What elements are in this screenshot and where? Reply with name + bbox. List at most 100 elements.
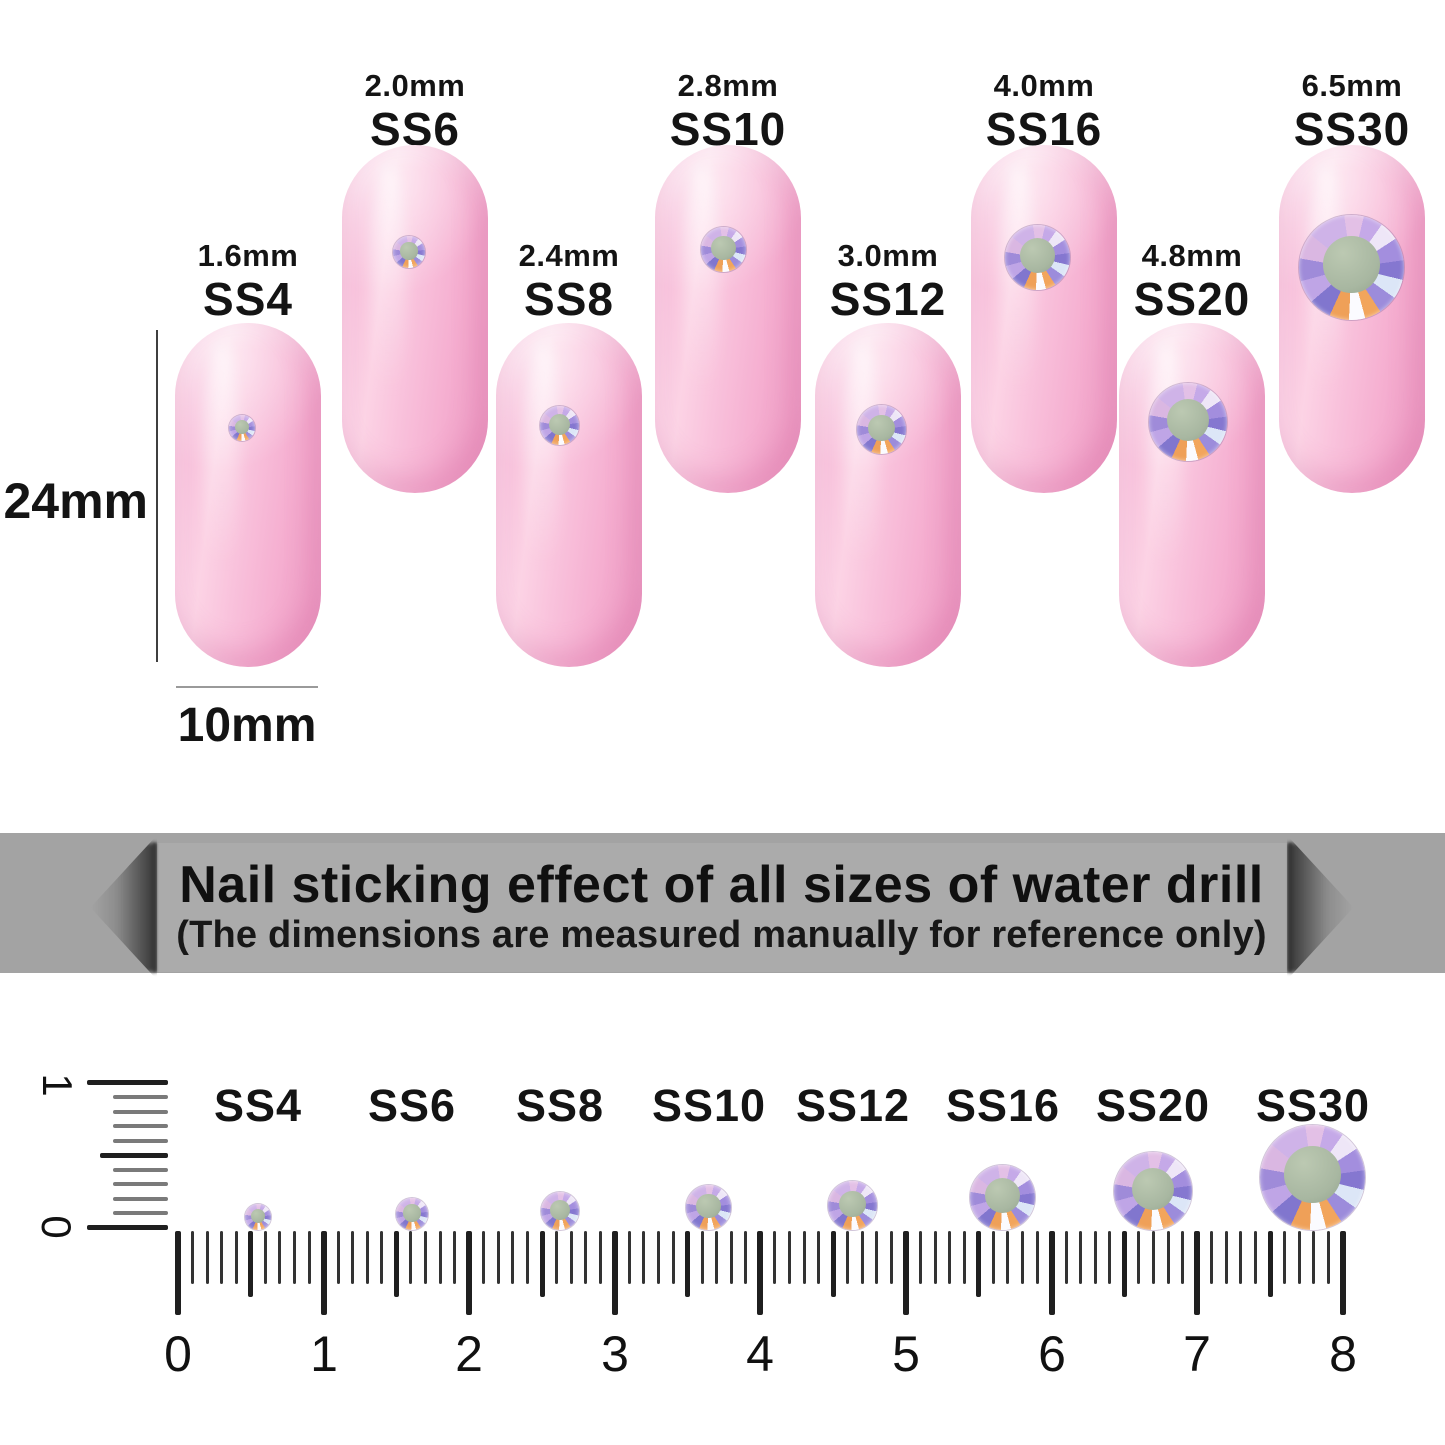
ruler-tick bbox=[656, 1231, 660, 1284]
ruler-tick bbox=[365, 1231, 369, 1284]
vertical-ruler-tick bbox=[113, 1168, 168, 1172]
ruler-tick bbox=[1312, 1231, 1316, 1284]
ruler-tick bbox=[933, 1231, 937, 1284]
ruler-ss-label-ss12: SS12 bbox=[795, 1080, 911, 1131]
ruler-tick bbox=[1108, 1231, 1112, 1284]
ruler-tick bbox=[846, 1231, 850, 1284]
ruler-tick bbox=[351, 1231, 355, 1284]
ruler-tick bbox=[175, 1231, 181, 1315]
vertical-ruler-tick bbox=[113, 1211, 168, 1215]
ruler-tick bbox=[466, 1231, 473, 1315]
ruler-tick bbox=[220, 1231, 224, 1284]
ruler-tick bbox=[539, 1231, 545, 1297]
ruler-tick bbox=[438, 1231, 442, 1284]
gem-on-ruler-ss12 bbox=[828, 1181, 877, 1230]
ruler-tick bbox=[642, 1231, 646, 1284]
ruler-tick bbox=[1166, 1231, 1170, 1284]
nail-ss16 bbox=[971, 145, 1117, 493]
nail-label-ss12: 3.0mm SS12 bbox=[773, 239, 1003, 325]
ruler-tick bbox=[830, 1231, 836, 1297]
ruler-tick bbox=[336, 1231, 340, 1284]
ruler-tick bbox=[511, 1231, 515, 1284]
ruler-tick bbox=[729, 1231, 733, 1284]
nail-size-mm-ss10: 2.8mm bbox=[677, 68, 779, 103]
ruler-tick bbox=[962, 1231, 966, 1284]
nail-size-mm-ss8: 2.4mm bbox=[518, 238, 620, 273]
ruler-tick bbox=[191, 1231, 195, 1284]
ruler-tick bbox=[569, 1231, 573, 1284]
vertical-ruler-tick bbox=[113, 1139, 168, 1143]
width-dimension-label: 10mm bbox=[177, 699, 317, 752]
nail-size-mm-ss16: 4.0mm bbox=[993, 68, 1095, 103]
ruler-tick bbox=[1239, 1231, 1243, 1284]
ruler-tick bbox=[1048, 1231, 1055, 1315]
ruler-ss-label-ss30: SS30 bbox=[1255, 1080, 1371, 1131]
ruler-tick bbox=[555, 1231, 559, 1284]
nail-label-ss6: 2.0mm SS6 bbox=[300, 68, 530, 152]
nail-label-ss16: 4.0mm SS16 bbox=[929, 68, 1159, 152]
banner-subtitle: (The dimensions are measured manually fo… bbox=[176, 914, 1267, 957]
gem-on-ruler-ss20 bbox=[1114, 1152, 1192, 1230]
ruler-ss-label-ss4: SS4 bbox=[213, 1080, 303, 1131]
ruler-tick bbox=[1064, 1231, 1068, 1284]
ruler-tick bbox=[584, 1231, 588, 1284]
gem-on-ruler-ss10 bbox=[686, 1185, 731, 1230]
ruler-number-4: 4 bbox=[746, 1326, 774, 1382]
ruler-tick bbox=[685, 1231, 691, 1297]
ruler-tick bbox=[525, 1231, 529, 1284]
vertical-ruler-tick bbox=[87, 1225, 168, 1230]
ruler-tick bbox=[409, 1231, 413, 1284]
ruler-ss-label-ss16: SS16 bbox=[945, 1080, 1061, 1131]
nail-label-ss20: 4.8mm SS20 bbox=[1077, 239, 1307, 322]
horizontal-ruler-ticks bbox=[0, 1231, 1445, 1315]
ruler-tick bbox=[1121, 1231, 1127, 1297]
ruler-tick bbox=[1339, 1231, 1346, 1315]
ruler-tick bbox=[757, 1231, 764, 1315]
ruler-tick bbox=[1181, 1231, 1185, 1284]
ruler-tick bbox=[1152, 1231, 1156, 1284]
ruler-number-6: 6 bbox=[1038, 1326, 1066, 1382]
gem-on-nail-ss8 bbox=[540, 406, 579, 445]
ruler-tick bbox=[1326, 1231, 1330, 1284]
height-dimension-line bbox=[156, 330, 158, 662]
ruler-tick bbox=[1006, 1231, 1010, 1284]
nail-ss10 bbox=[655, 145, 801, 493]
ruler-number-0: 0 bbox=[164, 1326, 192, 1382]
gem-on-nail-ss10 bbox=[701, 227, 746, 272]
nail-size-ss-ss12: SS12 bbox=[829, 272, 947, 325]
gem-on-nail-ss12 bbox=[857, 405, 906, 454]
nail-ss4 bbox=[175, 323, 321, 667]
vertical-ruler-tick bbox=[113, 1124, 168, 1128]
gem-on-ruler-ss8 bbox=[541, 1192, 579, 1230]
ruler-tick bbox=[234, 1231, 238, 1284]
ruler-tick bbox=[919, 1231, 923, 1284]
nail-ss20 bbox=[1119, 323, 1265, 667]
ruler-number-5: 5 bbox=[892, 1326, 920, 1382]
ruler-tick bbox=[1297, 1231, 1301, 1284]
ruler-number-3: 3 bbox=[601, 1326, 629, 1382]
ruler-ss-label-ss8: SS8 bbox=[515, 1080, 605, 1131]
nail-label-ss4: 1.6mm SS4 bbox=[133, 239, 363, 325]
ruler-tick bbox=[1224, 1231, 1228, 1284]
nail-size-ss-ss4: SS4 bbox=[203, 272, 293, 325]
ruler-tick bbox=[788, 1231, 792, 1284]
ruler-ss-label-ss10: SS10 bbox=[651, 1080, 767, 1131]
ruler-tick bbox=[817, 1231, 821, 1284]
ruler-ss-label-ss6: SS6 bbox=[367, 1080, 457, 1131]
ruler-tick bbox=[860, 1231, 864, 1284]
ruler-tick bbox=[1283, 1231, 1287, 1284]
ruler-tick bbox=[715, 1231, 719, 1284]
banner-title: Nail sticking effect of all sizes of wat… bbox=[179, 855, 1264, 914]
vertical-ruler-top-number: 1 bbox=[34, 1073, 81, 1097]
nail-ss6 bbox=[342, 145, 488, 493]
ruler-tick bbox=[307, 1231, 311, 1284]
ruler-tick bbox=[1253, 1231, 1257, 1284]
ribbon-fold-edge-left bbox=[153, 843, 157, 972]
ruler-tick bbox=[903, 1231, 909, 1315]
gem-on-ruler-ss6 bbox=[396, 1198, 428, 1230]
height-dimension-label: 24mm bbox=[3, 473, 148, 529]
ribbon-fold-edge-right bbox=[1288, 843, 1292, 972]
nail-size-mm-ss6: 2.0mm bbox=[364, 68, 466, 103]
ruler-tick bbox=[263, 1231, 267, 1284]
ruler-tick bbox=[1267, 1231, 1273, 1297]
